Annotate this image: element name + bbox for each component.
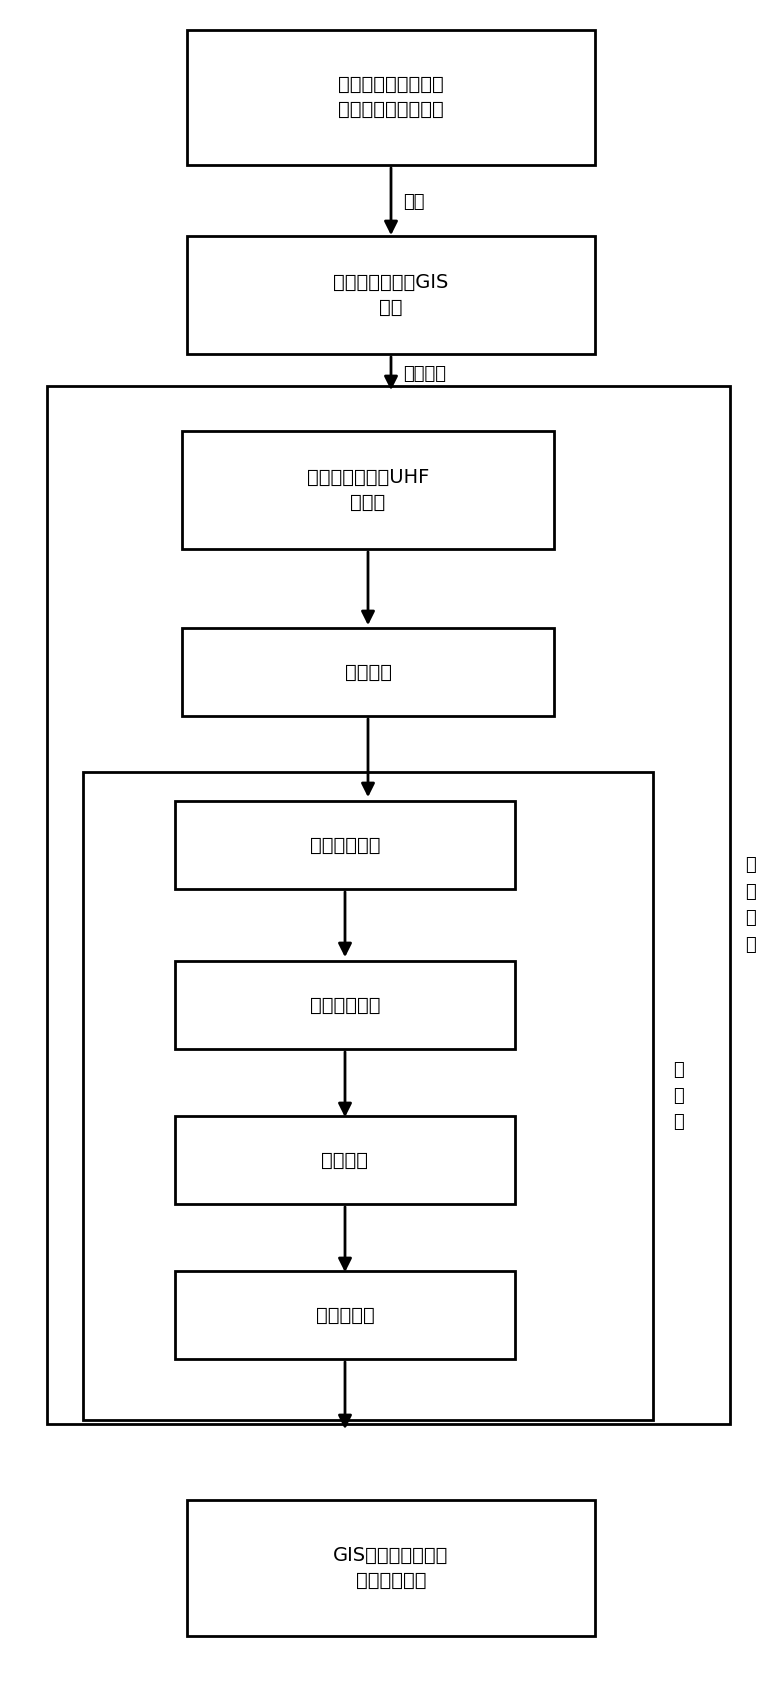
Bar [47,385,730,1425]
Bar [187,30,595,165]
Text: 等效: 等效 [403,192,425,210]
Text: GIS内部发生局部放
电的监测装置: GIS内部发生局部放 电的监测装置 [333,1546,449,1589]
Bar [182,431,554,548]
Bar [175,960,515,1050]
Text: 示
波
器: 示 波 器 [673,1061,684,1132]
Text: 放大单元: 放大单元 [321,1150,368,1169]
Bar [175,801,515,890]
Text: 匹配电路: 匹配电路 [345,663,392,681]
Bar [175,1115,515,1204]
Text: 监
测
系
统: 监 测 系 统 [745,856,756,954]
Text: 高通滤波单元: 高通滤波单元 [310,996,380,1014]
Bar [182,627,554,717]
Text: 一种模拟充气柜内局
部放电现象的用气箱: 一种模拟充气柜内局 部放电现象的用气箱 [338,76,444,119]
Text: 实现方式: 实现方式 [403,365,446,382]
Bar [175,1272,515,1359]
Text: 一种局部放电的GIS
装置: 一种局部放电的GIS 装置 [333,272,449,316]
Bar [83,772,653,1420]
Text: 信号采集单元: 信号采集单元 [310,836,380,854]
Text: 盆式绝缘子处的UHF
传感器: 盆式绝缘子处的UHF 传感器 [307,468,429,511]
Bar [187,235,595,353]
Bar [187,1500,595,1635]
Text: 已处理信号: 已处理信号 [316,1305,375,1324]
